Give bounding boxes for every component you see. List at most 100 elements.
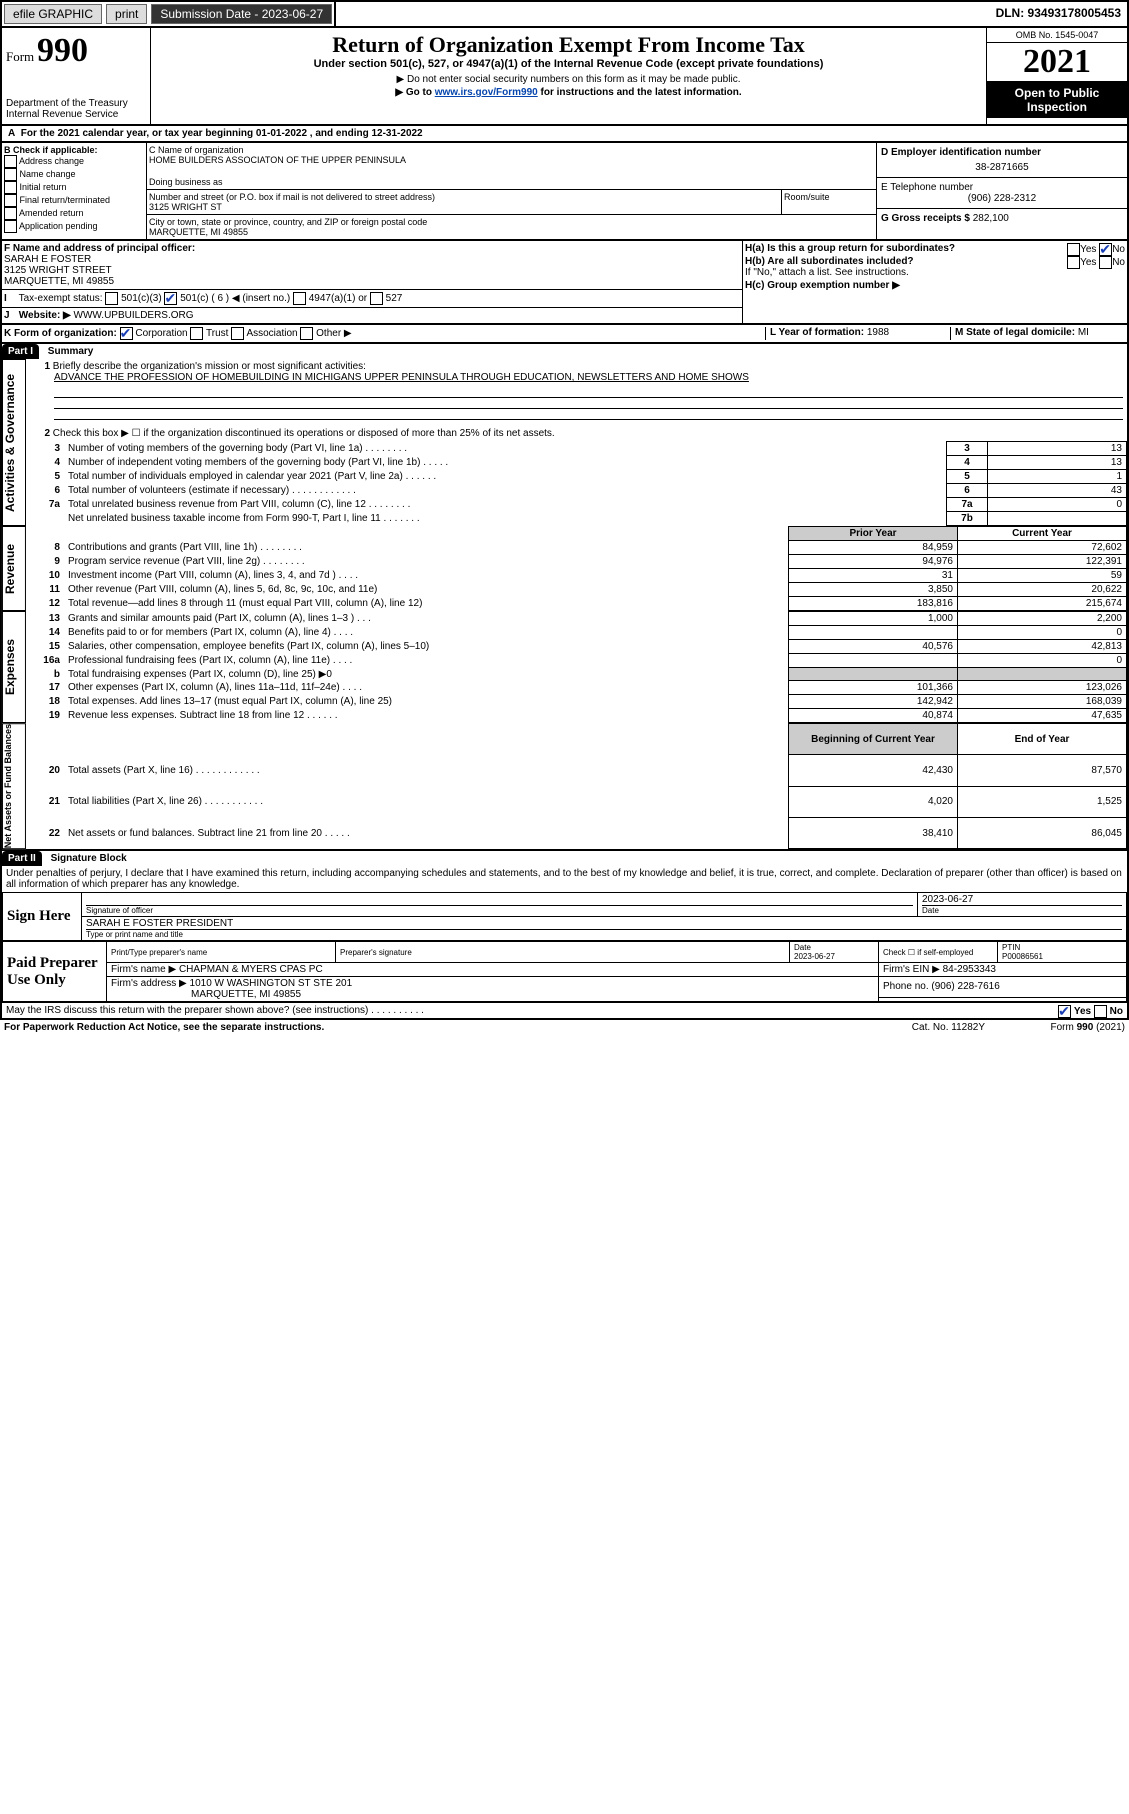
room-suite-label: Room/suite [781,190,876,214]
side-expenses: Expenses [2,611,26,723]
k-other[interactable] [300,327,313,340]
state-domicile: MI [1078,327,1089,338]
firm-addr1: 1010 W WASHINGTON ST STE 201 [190,978,353,989]
checkbox-4947[interactable] [293,292,306,305]
checkbox-501c3[interactable] [105,292,118,305]
perjury-text: Under penalties of perjury, I declare th… [2,866,1127,892]
instructions-link[interactable]: www.irs.gov/Form990 [435,87,538,98]
side-revenue: Revenue [2,526,26,611]
hb-yes[interactable] [1067,256,1080,269]
k-corp[interactable] [120,327,133,340]
ptin-value: P00086561 [1002,952,1043,961]
box-b-item: Address change [4,155,144,168]
table-row: 21Total liabilities (Part X, line 26) . … [26,786,1127,817]
table-row: 15Salaries, other compensation, employee… [26,640,1127,654]
table-row: 18Total expenses. Add lines 13–17 (must … [26,695,1127,709]
box-b-item: Application pending [4,220,144,233]
table-row: 13Grants and similar amounts paid (Part … [26,612,1127,626]
discuss-yes[interactable] [1058,1005,1071,1018]
box-b-item: Name change [4,168,144,181]
paid-preparer-label: Paid Preparer Use Only [3,942,107,1002]
irs-label: Internal Revenue Service [6,109,146,120]
form-title: Return of Organization Exempt From Incom… [155,32,982,58]
table-row: 9Program service revenue (Part VIII, lin… [26,555,1127,569]
part-ii: Part II Signature Block Under penalties … [0,851,1129,1020]
form-word: Form [6,49,34,64]
table-header: Prior YearCurrent Year [26,527,1127,541]
box-b-item: Initial return [4,181,144,194]
table-row: 16aProfessional fundraising fees (Part I… [26,654,1127,668]
footer-cat: Cat. No. 11282Y [912,1022,985,1033]
phone-value: (906) 228-2312 [881,193,1123,204]
line-k-label: K Form of organization: [4,328,117,339]
part-i: Part I Summary Activities & Governance 1… [0,344,1129,851]
firm-name: CHAPMAN & MYERS CPAS PC [179,964,323,975]
efile-button[interactable]: efile GRAPHIC [4,4,102,24]
q2-text: Check this box ▶ ☐ if the organization d… [53,428,555,439]
prep-name-label: Print/Type preparer's name [107,942,336,963]
print-button[interactable]: print [106,4,147,24]
website-value: WWW.UPBUILDERS.ORG [74,310,194,321]
city-value: MARQUETTE, MI 49855 [149,227,874,237]
box-b-item: Final return/terminated [4,194,144,207]
dln-label: DLN: 93493178005453 [990,2,1127,26]
part-i-title: Summary [42,346,94,357]
date-label: Date [922,905,1122,915]
hb-no[interactable] [1099,256,1112,269]
street-value: 3125 WRIGHT ST [149,202,779,212]
table-row: bTotal fundraising expenses (Part IX, co… [26,668,1127,681]
box-b-item: Amended return [4,207,144,220]
checkbox-527[interactable] [370,292,383,305]
website-label: Website: ▶ [19,310,71,321]
label-4947: 4947(a)(1) or [309,293,367,304]
officer-street: 3125 WRIGHT STREET [4,265,740,276]
goto-prefix: ▶ Go to [395,87,434,98]
table-row: 5Total number of individuals employed in… [26,470,1127,484]
form-subtitle: Under section 501(c), 527, or 4947(a)(1)… [155,58,982,70]
open-inspection: Open to Public Inspection [987,82,1127,118]
ha-yes[interactable] [1067,243,1080,256]
side-netassets: Net Assets or Fund Balances [2,723,26,849]
part-i-label: Part I [2,344,39,359]
tax-year: 2021 [987,43,1127,82]
dba-label: Doing business as [149,177,874,187]
signature-table: Sign Here Signature of officer 2023-06-2… [2,892,1127,941]
table-row: 20Total assets (Part X, line 16) . . . .… [26,755,1127,786]
header-boxes: B Check if applicable: Address change Na… [0,143,1129,241]
part-ii-label: Part II [2,851,42,866]
table-row: 3Number of voting members of the governi… [26,442,1127,456]
self-employed: Check ☐ if self-employed [879,942,998,963]
ha-label: H(a) Is this a group return for subordin… [745,243,955,254]
expenses-table: 13Grants and similar amounts paid (Part … [26,611,1127,723]
top-bar: efile GRAPHIC print Submission Date - 20… [0,0,1129,28]
label-501c3: 501(c)(3) [121,293,162,304]
line-klm: K Form of organization: Corporation Trus… [0,325,1129,344]
checkbox-501c[interactable] [164,292,177,305]
form-header: Form 990 Department of the Treasury Inte… [0,28,1129,126]
street-label: Number and street (or P.O. box if mail i… [149,192,779,202]
ha-no[interactable] [1099,243,1112,256]
k-assoc[interactable] [231,327,244,340]
side-governance: Activities & Governance [2,359,26,526]
table-row: 17Other expenses (Part IX, column (A), l… [26,681,1127,695]
box-d-label: D Employer identification number [881,147,1123,158]
ssn-note: ▶ Do not enter social security numbers o… [155,74,982,85]
box-f-label: F Name and address of principal officer: [4,243,740,254]
hc-label: H(c) Group exemption number ▶ [745,280,1125,291]
firm-phone: (906) 228-7616 [931,981,999,992]
sig-officer-label: Signature of officer [86,905,913,915]
gross-receipts: 282,100 [973,213,1009,224]
table-row: 4Number of independent voting members of… [26,456,1127,470]
city-label: City or town, state or province, country… [149,217,874,227]
discuss-text: May the IRS discuss this return with the… [6,1005,424,1016]
firm-ein: 84-2953343 [943,964,996,975]
k-trust[interactable] [190,327,203,340]
officer-typed-name: SARAH E FOSTER PRESIDENT [86,918,1122,929]
q1-label: Briefly describe the organization's miss… [53,361,366,372]
name-title-label: Type or print name and title [86,929,1122,939]
officer-city: MARQUETTE, MI 49855 [4,276,740,287]
table-row: 11Other revenue (Part VIII, column (A), … [26,583,1127,597]
table-row: 7aTotal unrelated business revenue from … [26,498,1127,512]
firm-addr2: MARQUETTE, MI 49855 [191,989,301,1000]
discuss-no[interactable] [1094,1005,1107,1018]
